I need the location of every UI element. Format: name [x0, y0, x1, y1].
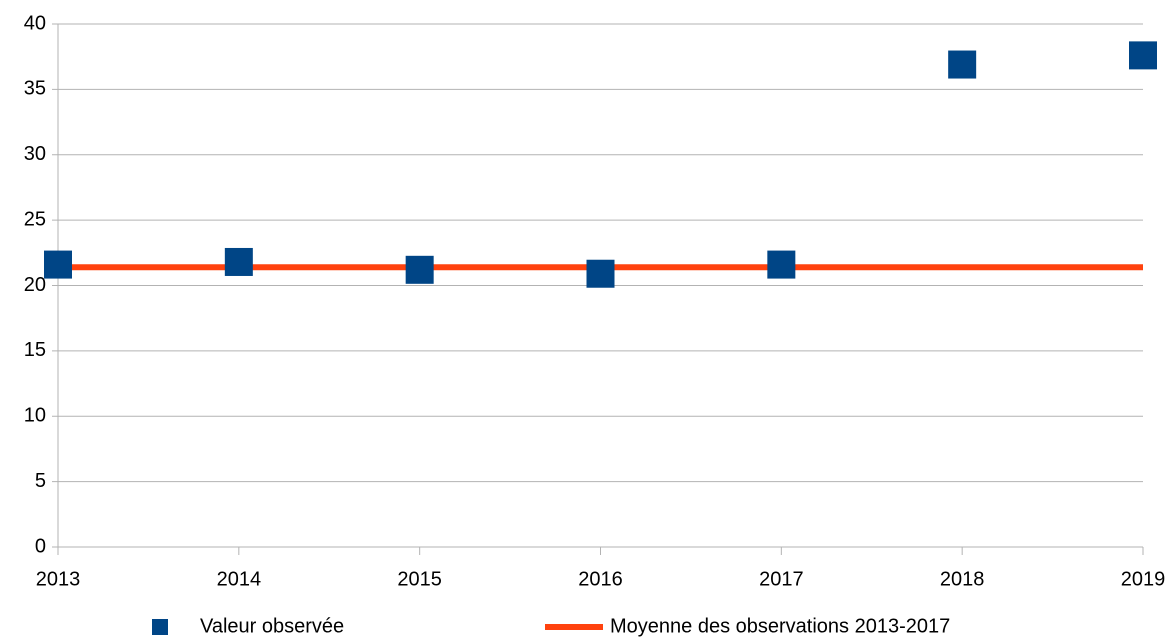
y-tick-label: 30: [24, 143, 46, 165]
x-tick-label: 2018: [940, 568, 985, 590]
x-tick-label: 2014: [217, 568, 262, 590]
x-tick-label: 2016: [578, 568, 623, 590]
legend-swatch: [152, 619, 168, 635]
legend-label: Moyenne des observations 2013-2017: [610, 615, 950, 637]
x-tick-label: 2015: [397, 568, 442, 590]
y-tick-label: 35: [24, 78, 46, 100]
x-tick-label: 2019: [1121, 568, 1166, 590]
y-tick-label: 15: [24, 339, 46, 361]
y-tick-label: 0: [35, 535, 46, 557]
y-tick-label: 40: [24, 12, 46, 34]
legend-label: Valeur observée: [200, 615, 344, 637]
point: [224, 247, 253, 276]
x-tick-label: 2017: [759, 568, 804, 590]
y-tick-label: 25: [24, 208, 46, 230]
point: [1129, 41, 1157, 70]
point: [405, 255, 434, 284]
point: [767, 250, 796, 279]
y-tick-label: 10: [24, 405, 46, 427]
x-tick-label: 2013: [36, 568, 81, 590]
point: [586, 259, 615, 288]
y-tick-label: 5: [35, 470, 46, 492]
y-tick-label: 20: [24, 274, 46, 296]
point: [948, 50, 977, 79]
point: [44, 250, 72, 279]
